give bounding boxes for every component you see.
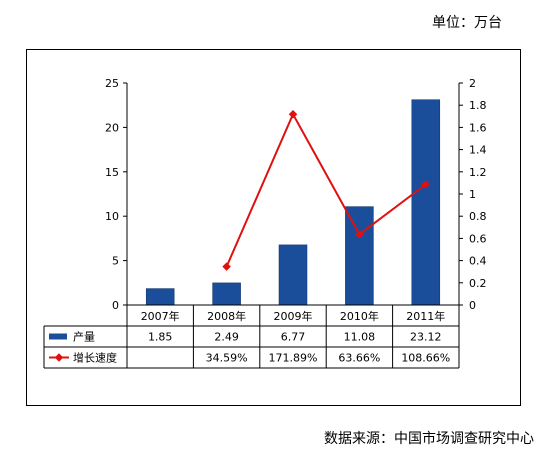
category-label: 2007年 — [141, 309, 180, 323]
legend-key-marker — [54, 353, 64, 362]
legend-label-output: 产量 — [73, 330, 95, 344]
right-tick-label: 1 — [469, 188, 476, 201]
legend-label-growth: 增长速度 — [73, 351, 117, 365]
output-value: 2.49 — [214, 331, 239, 344]
left-tick-label: 5 — [112, 255, 119, 268]
legend-key-bar — [49, 333, 67, 340]
growth-line — [225, 111, 427, 268]
bar — [212, 282, 241, 306]
left-tick-label: 0 — [112, 299, 119, 312]
output-value: 6.77 — [281, 331, 306, 344]
growth-point — [288, 109, 298, 119]
growth-value: 34.59% — [206, 352, 248, 365]
right-tick-label: 0 — [469, 299, 476, 312]
source-label: 数据来源：中国市场调查研究中心 — [324, 431, 534, 447]
right-tick-label: 0.2 — [469, 277, 487, 290]
bar — [411, 99, 441, 306]
growth-value: 108.66% — [401, 352, 450, 365]
output-value: 11.08 — [344, 331, 376, 344]
unit-label: 单位：万台 — [432, 15, 502, 31]
right-tick-label: 1.4 — [469, 144, 487, 157]
combo-chart: 0 5 10 15 20 25 0 0.2 0.4 0.6 0.8 1 1.2 1.4 1.6 1.8 2 200… — [43, 77, 487, 369]
chart-frame: 0 5 10 15 20 25 0 0.2 0.4 0.6 0.8 1 1.2 1.4 1.6 1.8 2 200… — [26, 49, 521, 406]
right-tick-label: 0.8 — [469, 210, 487, 223]
output-value: 1.85 — [148, 331, 173, 344]
right-tick-label: 0.6 — [469, 232, 487, 245]
growth-value: 171.89% — [269, 352, 318, 365]
bar — [145, 288, 175, 306]
category-label: 2010年 — [340, 309, 379, 323]
left-tick-label: 15 — [105, 166, 119, 179]
bar — [278, 244, 308, 306]
left-tick-label: 10 — [105, 210, 119, 223]
growth-point — [222, 262, 231, 271]
category-label: 2009年 — [274, 309, 313, 323]
bar — [345, 206, 374, 306]
category-label: 2008年 — [207, 309, 246, 323]
category-label: 2011年 — [406, 309, 445, 323]
growth-value: 63.66% — [338, 352, 380, 365]
right-tick-label: 2 — [469, 77, 476, 90]
growth-point — [355, 230, 364, 239]
growth-point — [421, 180, 431, 189]
output-value: 23.12 — [410, 331, 442, 344]
right-tick-label: 1.2 — [469, 166, 487, 179]
right-tick-label: 0.4 — [469, 255, 487, 268]
right-tick-label: 1.8 — [469, 99, 487, 112]
left-tick-label: 25 — [105, 77, 119, 90]
left-tick-label: 20 — [105, 121, 119, 134]
right-tick-label: 1.6 — [469, 121, 487, 134]
